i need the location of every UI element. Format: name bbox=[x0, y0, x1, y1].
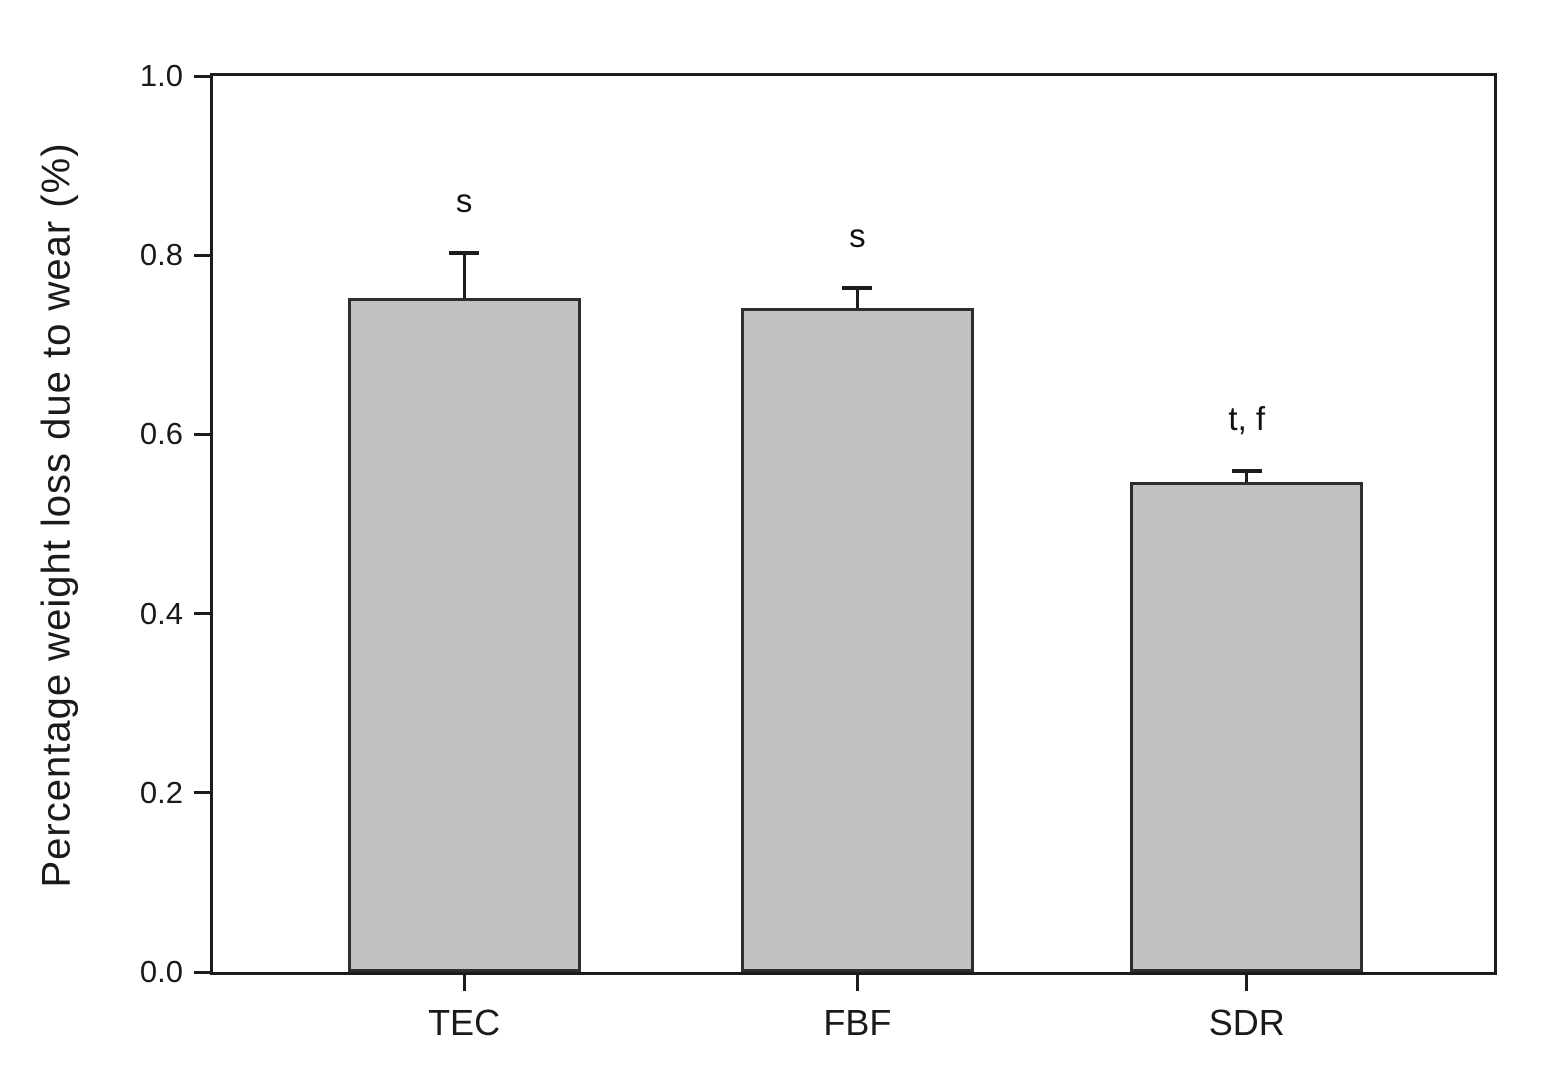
error-bar-cap bbox=[1231, 469, 1262, 474]
x-tick-label-tec: TEC bbox=[428, 1002, 501, 1043]
bar-sdr bbox=[1130, 481, 1364, 972]
y-tick-mark bbox=[194, 432, 210, 436]
x-tick-label-fbf: FBF bbox=[823, 1002, 892, 1043]
x-tick-mark bbox=[462, 975, 466, 991]
y-tick-mark bbox=[194, 253, 210, 257]
bar-fbf bbox=[740, 308, 974, 972]
error-bar-cap bbox=[842, 286, 873, 291]
y-tick-mark bbox=[194, 970, 210, 974]
error-bar-cap bbox=[449, 250, 480, 255]
y-tick-label: 0.8 bbox=[139, 237, 183, 273]
bar-tec bbox=[347, 298, 581, 972]
error-bar-stem bbox=[855, 288, 859, 309]
y-tick-mark bbox=[194, 612, 210, 616]
significance-annotation-fbf: s bbox=[849, 217, 866, 255]
y-tick-label: 0.0 bbox=[139, 954, 183, 989]
y-tick-label: 0.4 bbox=[139, 595, 183, 631]
x-tick-mark bbox=[1245, 975, 1249, 991]
error-bar-stem bbox=[1245, 471, 1249, 482]
x-tick-label-sdr: SDR bbox=[1208, 1002, 1285, 1043]
plot-area: 0.0 0.2 0.4 0.6 0.8 1.0 TEC FBF SDR s s t, f bbox=[140, 58, 1497, 1043]
y-axis-title: Percentage weight loss due to wear (%) bbox=[34, 142, 79, 888]
significance-annotation-tec: s bbox=[455, 181, 473, 219]
y-tick-mark bbox=[194, 791, 210, 795]
y-tick-mark bbox=[194, 74, 210, 78]
y-tick-label: 0.6 bbox=[139, 416, 183, 452]
x-tick-mark bbox=[855, 975, 859, 991]
error-bar-stem bbox=[462, 252, 466, 299]
significance-annotation-sdr: t, f bbox=[1228, 400, 1266, 438]
y-tick-label: 1.0 bbox=[139, 58, 183, 93]
y-tick-label: 0.2 bbox=[139, 774, 183, 810]
